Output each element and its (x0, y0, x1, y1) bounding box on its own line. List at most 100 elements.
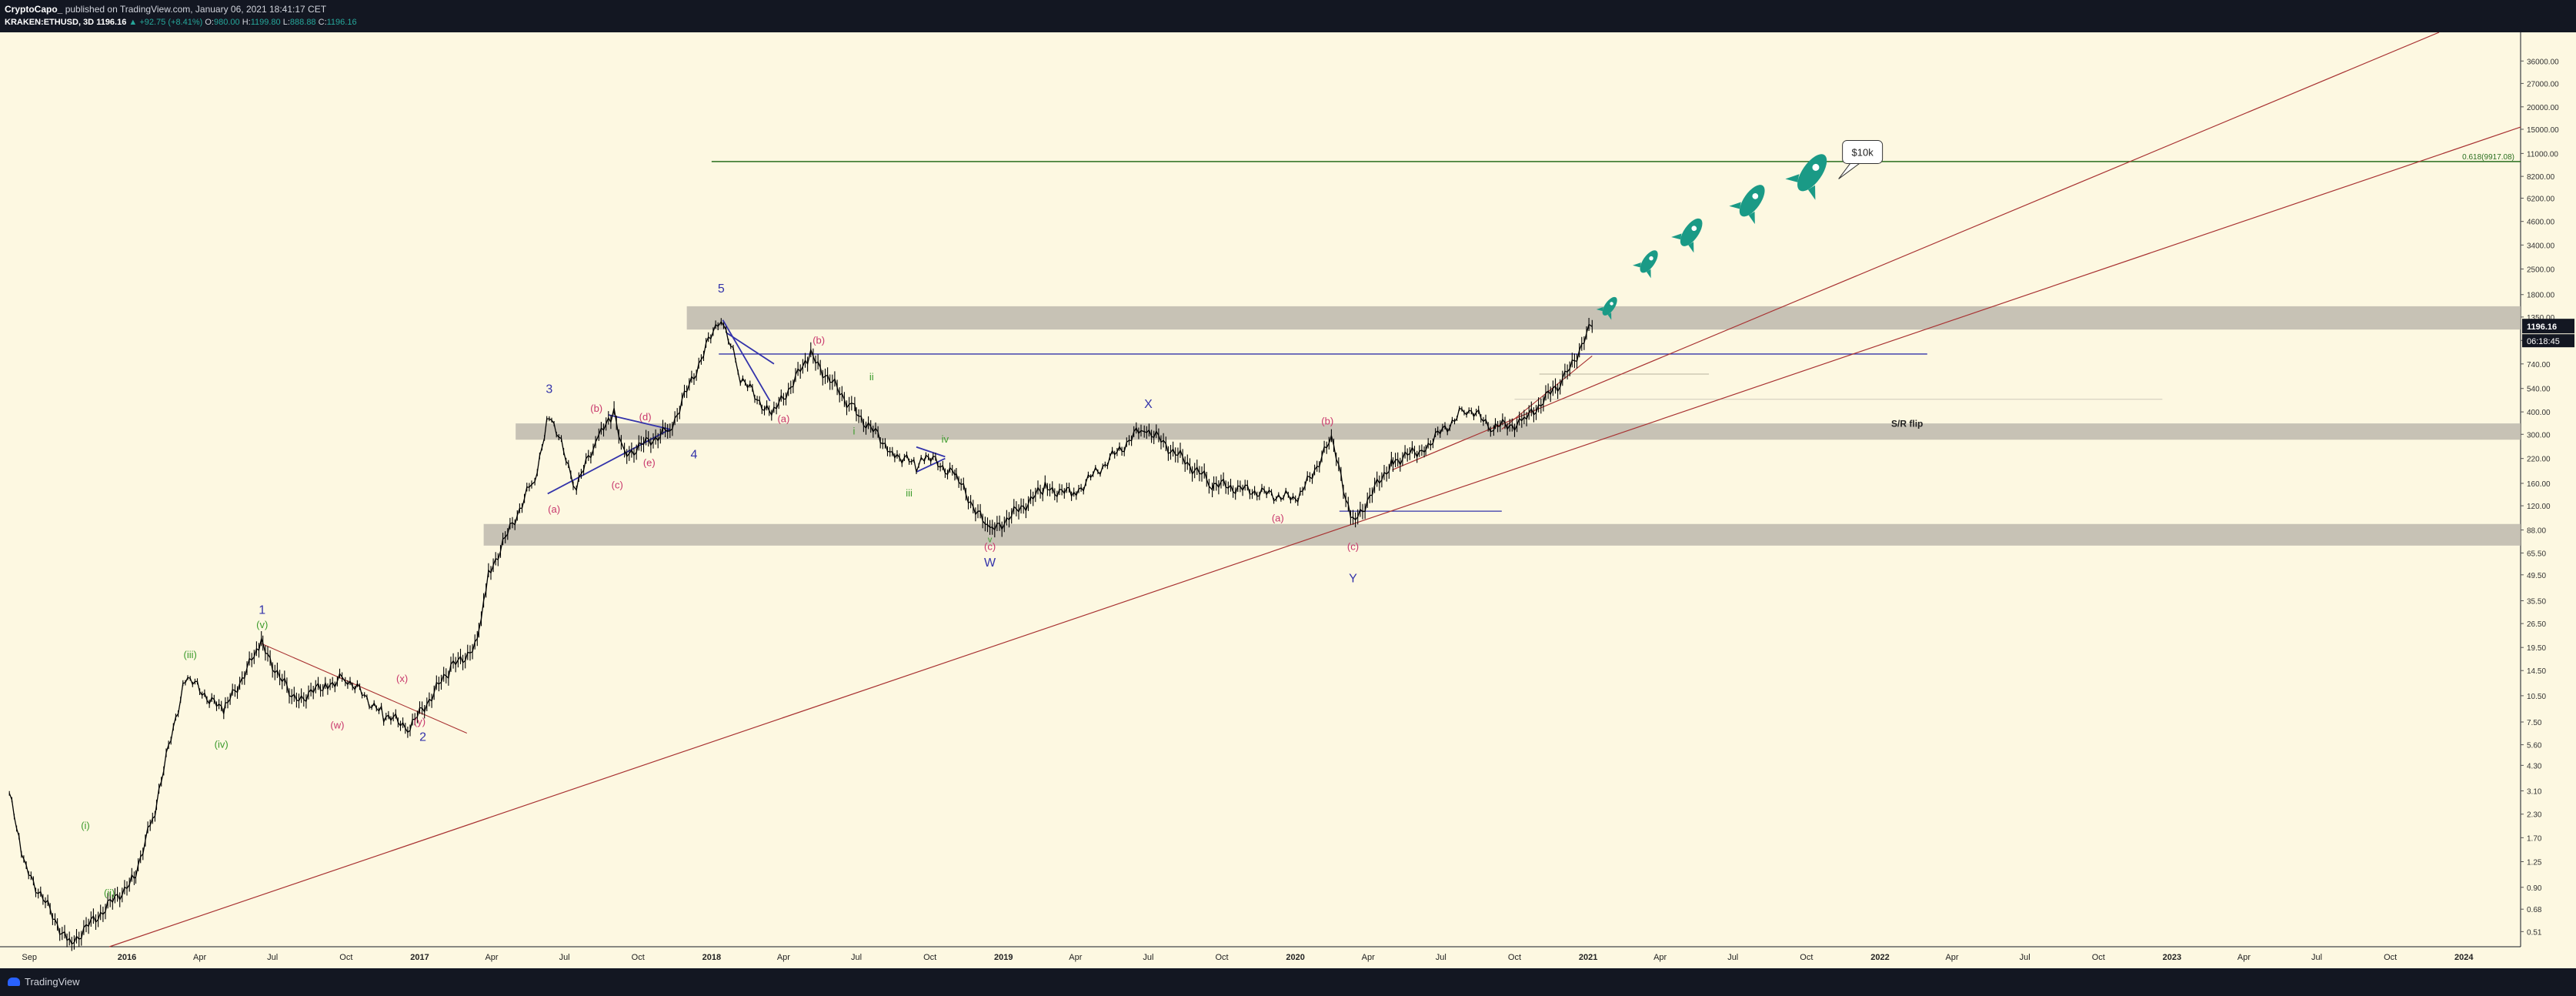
rocket-body (1680, 218, 1703, 246)
y-tick-label: 4600.00 (2527, 219, 2555, 227)
x-tick-label: 2024 (2454, 953, 2474, 962)
x-tick-label: Oct (632, 953, 645, 962)
ohlc-open-label: O: (205, 18, 214, 27)
x-tick-label: Apr (1069, 953, 1082, 962)
y-tick-label: 49.50 (2527, 572, 2546, 580)
wave-label-19: (a) (1272, 513, 1284, 524)
x-tick-label: 2023 (2163, 953, 2181, 962)
x-tick-label: Oct (1215, 953, 1228, 962)
publish-info: published on TradingView.com, January 06… (65, 4, 327, 15)
ohlc-low: 888.88 (289, 18, 316, 27)
wave-label-18: (c) (984, 541, 996, 553)
rocket-icon (1632, 250, 1658, 279)
wave-label-5: X (1144, 398, 1153, 411)
rocket-fin-right (1646, 269, 1651, 279)
y-tick-label: 540.00 (2527, 386, 2551, 394)
chart-header: CryptoCapo_ published on TradingView.com… (0, 0, 2576, 32)
rocket-window (1812, 163, 1820, 171)
wave-label-6: W (984, 556, 996, 570)
ohlc-close-label: C: (318, 18, 327, 27)
wave-label-0: 1 (259, 604, 265, 617)
last-price-label: 1196.16 (2527, 323, 2557, 332)
x-tick-label: Apr (2237, 953, 2251, 962)
rocket-fin-right (1607, 313, 1612, 320)
y-tick-label: 300.00 (2527, 431, 2551, 440)
y-tick-label: 11000.00 (2527, 150, 2558, 159)
price-chart[interactable]: S/R flip 0.618(9917.08) 1 2 3 4 5 X W Y (x) (w) (y) (… (0, 32, 2576, 968)
y-tick-label: 5.60 (2527, 742, 2542, 750)
y-tick-label: 14.50 (2527, 667, 2546, 676)
pattern-flag-upper (916, 446, 946, 458)
x-tick-label: Oct (2092, 953, 2105, 962)
rocket-fin-left (1785, 174, 1800, 182)
y-tick-label: 36000.00 (2527, 58, 2559, 66)
y-tick-label: 27000.00 (2527, 80, 2559, 89)
wave-label-26: (v) (256, 619, 268, 630)
x-tick-label: Apr (777, 953, 790, 962)
ohlc-high-label: H: (242, 18, 251, 27)
countdown-badge (2522, 334, 2574, 348)
sr-flip-label: S/R flip (1891, 419, 1923, 429)
wave-label-17: (b) (813, 334, 825, 346)
price-line (8, 320, 1593, 945)
rocket-window (1752, 193, 1759, 199)
fib-label: 0.618(9917.08) (2462, 153, 2514, 162)
x-tick-label: Jul (2311, 953, 2322, 962)
y-tick-label: 160.00 (2527, 480, 2551, 489)
wave-label-11: (a) (548, 503, 560, 515)
y-tick-label: 8200.00 (2527, 173, 2555, 182)
x-tick-label: Apr (193, 953, 206, 962)
tradingview-logo-icon (8, 978, 20, 986)
x-tick-label: Oct (923, 953, 936, 962)
rocket-fin-right (1748, 211, 1755, 225)
rocket-fin-left (1729, 202, 1741, 209)
x-tick-label: 2018 (702, 953, 721, 962)
author-name[interactable]: CryptoCapo_ (5, 4, 63, 15)
rocket-body (1739, 185, 1765, 217)
callout-text: $10k (1852, 146, 1874, 158)
wave-label-28: ii (869, 371, 874, 383)
y-tick-label: 6200.00 (2527, 195, 2555, 203)
y-tick-label: 1.25 (2527, 859, 2542, 867)
symbol-line: KRAKEN:ETHUSD, 3D 1196.16 ▲ +92.75 (+8.4… (5, 18, 357, 27)
callout-box (1842, 139, 1884, 164)
ohlc-close: 1196.16 (326, 18, 357, 27)
sr-zone-2 (483, 523, 2521, 546)
x-tick-label: Jul (851, 953, 862, 962)
last-price: 1196.16 (96, 18, 127, 27)
x-tick-label: Oct (1508, 953, 1521, 962)
y-tick-label: 19.50 (2527, 644, 2546, 653)
trendline-2016 (261, 643, 468, 734)
x-tick-label: Oct (1800, 953, 1813, 962)
x-tick-label: 2016 (118, 953, 136, 962)
rocket-fin-left (1596, 306, 1603, 312)
y-tick-label: 220.00 (2527, 456, 2551, 464)
tradingview-brand[interactable]: TradingView (8, 976, 80, 988)
rocket-icon (1785, 154, 1827, 200)
wave-label-10: (y) (414, 716, 425, 727)
y-tick-label: 20000.00 (2527, 104, 2559, 112)
y-tick-label: 0.68 (2527, 906, 2542, 914)
ohlc-open: 980.00 (213, 18, 240, 27)
wave-label-22: (i) (81, 820, 90, 831)
wave-label-4: 5 (718, 282, 725, 296)
wave-label-7: Y (1349, 572, 1357, 585)
x-tick-label: Apr (1653, 953, 1667, 962)
rocket-icon (1729, 185, 1765, 225)
x-tick-label: Oct (2384, 953, 2397, 962)
wave-label-21: (c) (1347, 541, 1359, 553)
plot-area (0, 32, 2521, 947)
chart-footer: TradingView (0, 968, 2576, 996)
y-tick-label: 1800.00 (2527, 292, 2555, 300)
wave-label-16: (a) (777, 413, 789, 425)
rocket-fin-right (1807, 185, 1816, 200)
y-tick-label: 2500.00 (2527, 266, 2555, 274)
rocket-fin-left (1632, 262, 1641, 268)
wave-label-2: 3 (546, 383, 552, 396)
x-tick-label: Jul (1436, 953, 1446, 962)
candles-group (8, 318, 1593, 951)
symbol-label[interactable]: KRAKEN:ETHUSD, 3D (5, 18, 95, 27)
y-tick-label: 3400.00 (2527, 242, 2555, 250)
x-tick-label: Jul (1143, 953, 1153, 962)
trendline-upper (1392, 32, 2440, 471)
